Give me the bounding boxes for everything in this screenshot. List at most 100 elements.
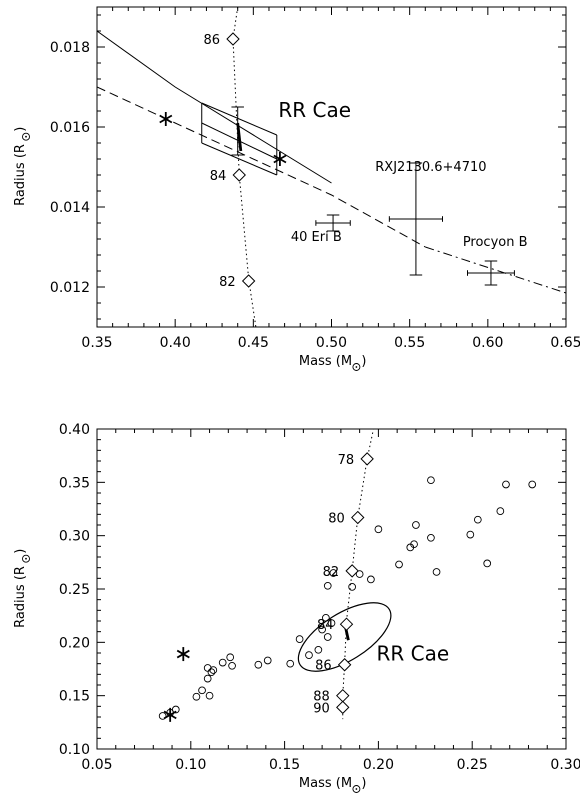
plot-frame [96,428,567,750]
data-circle [496,507,505,515]
y-sun-symbol [22,554,30,563]
data-circle [432,568,441,576]
track-diamond [339,617,354,631]
y-axis-label-close: ) [13,549,28,554]
rr-cae-label: RR Cae [377,641,450,665]
x-tick-label: 0.65 [550,335,580,351]
track-label: 78 [338,453,355,468]
y-tick-label: 0.014 [50,200,90,216]
star-marker [273,152,287,166]
track-diamond [336,700,350,715]
track-label: 80 [328,512,345,527]
data-circle [205,691,214,700]
theory-curve-solid [97,30,332,184]
rrcae-error-ellipse [297,602,392,672]
track-diamond [232,168,246,182]
star-marker-stroke [176,649,190,659]
x-sun-symbol [352,785,361,793]
panel-top: )Radius (R) [13,6,567,371]
star-marker [159,112,173,126]
star-marker [176,647,190,662]
data-circle [528,480,537,489]
y-tick-label: 0.016 [50,120,90,136]
rr-cae-label: RR Cae [278,98,351,122]
eri-label: 40 Eri B [291,230,342,245]
data-circle [327,619,336,627]
data-circle [395,560,403,569]
track-diamond [241,274,256,288]
data-circle [158,712,167,720]
x-tick-label: 0.35 [81,335,112,351]
plot-frame [96,6,567,328]
x-sun-symbol [352,363,361,371]
y-axis-label-group: Radius (R) [13,549,30,628]
x-axis-label-close: ) [361,776,366,791]
x-axis-label: Mass (M [299,354,352,369]
data-circle [254,660,263,669]
star-marker-stroke [159,114,173,124]
data-circle [483,559,492,568]
track-label: 88 [313,690,330,705]
y-axis-label: Radius (R [13,144,28,206]
x-tick-label: 0.60 [472,335,503,351]
plot-area [158,429,537,722]
x-tick-label: 0.10 [175,757,206,773]
data-circle [427,533,435,542]
x-tick-label: 0.45 [238,335,269,351]
track-diamond [351,510,365,525]
data-circle [228,661,236,670]
track-label: 86 [203,33,220,48]
data-circle [286,659,295,668]
track-diamond [360,452,374,466]
rxj-label: RXJ2130.6+4710 [375,160,486,175]
track-diamond [226,32,240,46]
data-circle [305,651,313,659]
y-axis-label-group: Radius (R) [13,127,30,206]
panel-bottom: )Radius (R) [13,428,567,793]
track-label: 86 [315,659,332,674]
y-tick-label: 0.35 [59,475,90,491]
y-tick-label: 0.20 [59,635,90,651]
data-circle [203,664,212,672]
y-sun-dot [25,135,27,138]
track-diamond [336,688,350,703]
data-circle [209,666,218,674]
data-circle [323,581,332,590]
rrcae-box-y_bot [201,142,277,176]
data-circle [367,575,375,584]
rrcae-measurement [236,122,243,152]
x-axis-label: Mass (M [299,776,352,791]
data-circle [192,692,201,701]
star-marker-stroke [163,710,177,720]
data-circle [374,525,383,534]
data-circle [348,583,356,591]
rrcae-box-y_top [201,102,277,136]
data-circle [410,540,418,549]
track-diamond [345,564,359,578]
track-label: 84 [317,618,334,633]
data-circle [323,633,332,641]
data-circle [314,645,323,654]
track-label: 90 [313,701,330,716]
x-tick-label: 0.15 [269,757,300,773]
data-circle [473,515,482,524]
data-circle [203,674,212,683]
track-label: 84 [210,169,227,184]
x-axis-label-close: ) [361,354,366,369]
x-tick-label: 0.25 [457,757,488,773]
theory-curve-dashdot [425,246,566,294]
y-tick-label: 0.25 [59,582,90,598]
data-circle [207,668,216,677]
y-tick-label: 0.018 [50,40,90,56]
data-circle [263,656,272,665]
data-circle [466,530,475,539]
data-circle [329,569,338,577]
data-circle [355,570,364,578]
y-tick-label: 0.10 [59,742,90,758]
x-tick-label: 0.50 [316,335,347,351]
y-tick-label: 0.012 [50,280,90,296]
y-axis-label-close: ) [13,127,28,132]
star-marker [163,707,177,722]
y-tick-label: 0.40 [59,422,90,438]
